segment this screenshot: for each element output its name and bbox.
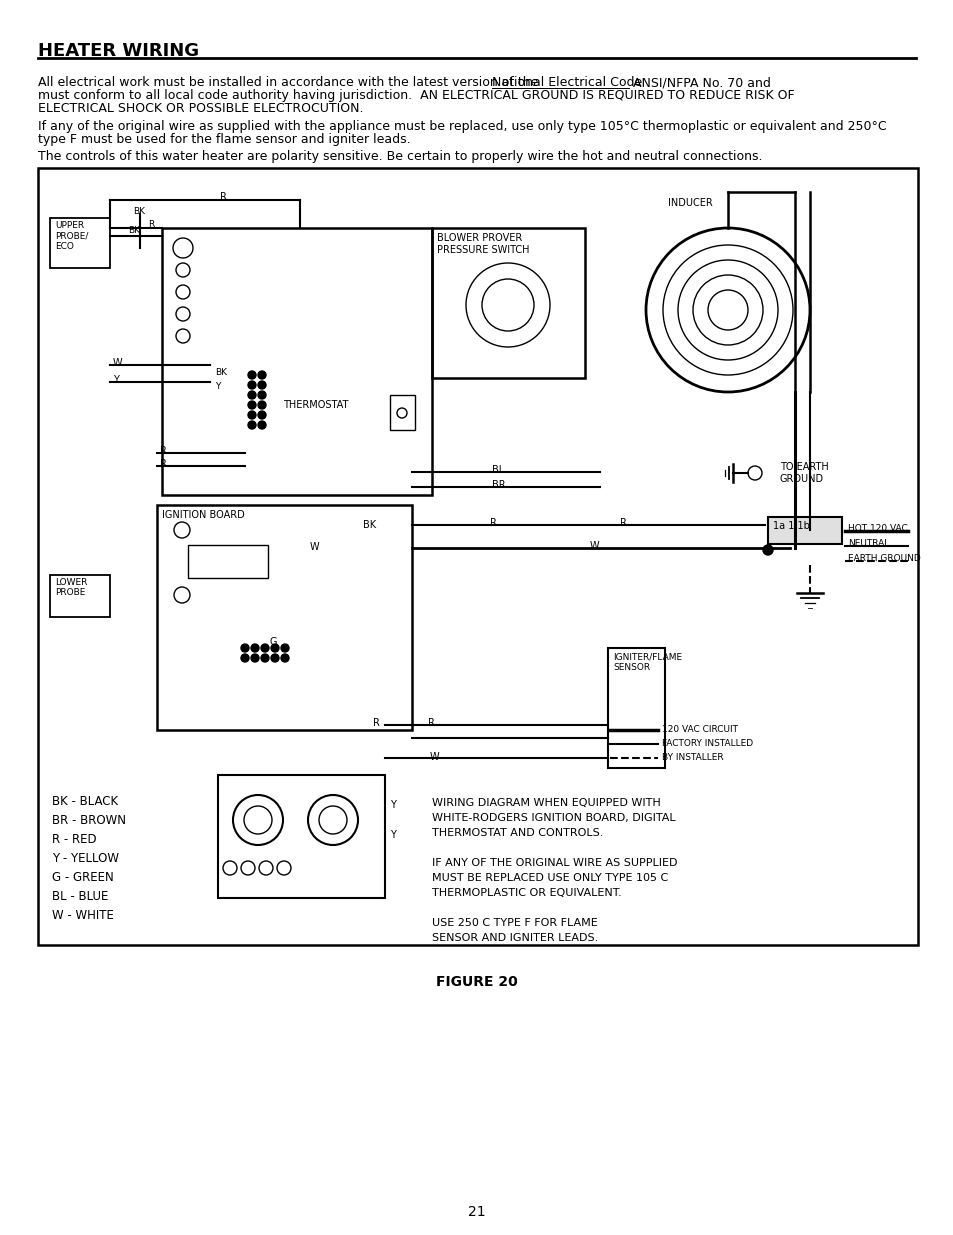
Text: BL - BLUE: BL - BLUE <box>52 890 109 903</box>
Text: W - WHITE: W - WHITE <box>52 909 113 923</box>
Circle shape <box>248 401 255 409</box>
Text: R: R <box>148 220 154 228</box>
Text: ANSI/NFPA No. 70 and: ANSI/NFPA No. 70 and <box>628 77 770 89</box>
Text: BR - BROWN: BR - BROWN <box>52 814 126 827</box>
Circle shape <box>271 643 278 652</box>
Text: IF ANY OF THE ORIGINAL WIRE AS SUPPLIED: IF ANY OF THE ORIGINAL WIRE AS SUPPLIED <box>432 858 677 868</box>
Text: BK - BLACK: BK - BLACK <box>52 795 118 808</box>
Text: FIGURE 20: FIGURE 20 <box>436 974 517 989</box>
Text: LOWER
PROBE: LOWER PROBE <box>55 578 88 598</box>
Text: The controls of this water heater are polarity sensitive. Be certain to properly: The controls of this water heater are po… <box>38 149 761 163</box>
Circle shape <box>257 401 266 409</box>
Text: IGNITION BOARD: IGNITION BOARD <box>162 510 245 520</box>
Text: SENSOR AND IGNITER LEADS.: SENSOR AND IGNITER LEADS. <box>432 932 598 944</box>
Text: THERMOPLASTIC OR EQUIVALENT.: THERMOPLASTIC OR EQUIVALENT. <box>432 888 621 898</box>
Text: BK: BK <box>128 226 140 235</box>
Text: WHITE-RODGERS IGNITION BOARD, DIGITAL: WHITE-RODGERS IGNITION BOARD, DIGITAL <box>432 813 675 823</box>
Text: BLOWER PROVER
PRESSURE SWITCH: BLOWER PROVER PRESSURE SWITCH <box>436 233 529 254</box>
Text: Y: Y <box>390 800 395 810</box>
Circle shape <box>261 655 269 662</box>
Circle shape <box>241 643 249 652</box>
Bar <box>38 168 917 945</box>
Circle shape <box>257 391 266 399</box>
Circle shape <box>762 545 772 555</box>
Text: Y: Y <box>390 830 395 840</box>
Text: THERMOSTAT: THERMOSTAT <box>283 400 348 410</box>
Bar <box>162 228 432 495</box>
Text: R: R <box>373 718 379 727</box>
Text: MUST BE REPLACED USE ONLY TYPE 105 C: MUST BE REPLACED USE ONLY TYPE 105 C <box>432 873 667 883</box>
Circle shape <box>248 421 255 429</box>
Text: BL: BL <box>492 466 504 475</box>
Circle shape <box>248 382 255 389</box>
Text: W: W <box>112 358 123 368</box>
Text: THERMOSTAT AND CONTROLS.: THERMOSTAT AND CONTROLS. <box>432 827 602 839</box>
Bar <box>767 517 841 543</box>
Circle shape <box>257 411 266 419</box>
Text: BY INSTALLER: BY INSTALLER <box>661 753 723 762</box>
Text: INDUCER: INDUCER <box>667 198 712 207</box>
Text: R: R <box>160 459 167 469</box>
Text: HEATER WIRING: HEATER WIRING <box>38 42 199 61</box>
Text: WIRING DIAGRAM WHEN EQUIPPED WITH: WIRING DIAGRAM WHEN EQUIPPED WITH <box>432 798 660 808</box>
Circle shape <box>257 421 266 429</box>
Text: UPPER
PROBE/
ECO: UPPER PROBE/ ECO <box>55 221 89 251</box>
Text: TO EARTH
GROUND: TO EARTH GROUND <box>780 462 828 484</box>
Text: If any of the original wire as supplied with the appliance must be replaced, use: If any of the original wire as supplied … <box>38 120 885 133</box>
Text: W: W <box>430 752 439 762</box>
Circle shape <box>251 643 258 652</box>
Text: BK: BK <box>214 368 227 377</box>
Text: USE 250 C TYPE F FOR FLAME: USE 250 C TYPE F FOR FLAME <box>432 918 598 927</box>
Bar <box>432 228 584 378</box>
Bar <box>157 505 412 730</box>
Circle shape <box>257 382 266 389</box>
Text: FACTORY INSTALLED: FACTORY INSTALLED <box>661 739 752 748</box>
Bar <box>50 219 110 268</box>
Text: ELECTRICAL SHOCK OR POSSIBLE ELECTROCUTION.: ELECTRICAL SHOCK OR POSSIBLE ELECTROCUTI… <box>38 103 363 115</box>
Text: 21: 21 <box>468 1205 485 1219</box>
Text: R: R <box>490 517 497 529</box>
Text: Y: Y <box>214 382 220 391</box>
Text: W: W <box>310 542 319 552</box>
Circle shape <box>248 391 255 399</box>
Circle shape <box>281 643 289 652</box>
Text: Y - YELLOW: Y - YELLOW <box>52 852 119 864</box>
Text: BK: BK <box>363 520 375 530</box>
Text: IGNITER/FLAME
SENSOR: IGNITER/FLAME SENSOR <box>613 653 681 672</box>
Circle shape <box>241 655 249 662</box>
Bar <box>390 395 415 430</box>
Text: National Electrical Code: National Electrical Code <box>492 77 641 89</box>
Text: R: R <box>619 517 626 529</box>
Text: G - GREEN: G - GREEN <box>52 871 113 884</box>
Text: R: R <box>160 446 167 456</box>
Text: NEUTRAL: NEUTRAL <box>847 538 888 548</box>
Text: W: W <box>589 541 599 551</box>
Text: 120 VAC CIRCUIT: 120 VAC CIRCUIT <box>661 725 738 734</box>
Text: R: R <box>220 191 227 203</box>
Circle shape <box>281 655 289 662</box>
Text: type F must be used for the flame sensor and igniter leads.: type F must be used for the flame sensor… <box>38 133 410 146</box>
Circle shape <box>248 370 255 379</box>
Text: BK: BK <box>132 207 145 216</box>
Text: Y: Y <box>112 375 119 385</box>
Text: BR: BR <box>492 480 505 490</box>
Circle shape <box>271 655 278 662</box>
Circle shape <box>261 643 269 652</box>
Bar <box>50 576 110 618</box>
Text: G: G <box>270 637 277 647</box>
Text: must conform to all local code authority having jurisdiction.  AN ELECTRICAL GRO: must conform to all local code authority… <box>38 89 794 103</box>
Circle shape <box>257 370 266 379</box>
Text: 1a 1 1b: 1a 1 1b <box>772 521 809 531</box>
Circle shape <box>248 411 255 419</box>
Text: R - RED: R - RED <box>52 832 96 846</box>
Text: EARTH GROUND: EARTH GROUND <box>847 555 920 563</box>
Circle shape <box>251 655 258 662</box>
Bar <box>218 776 385 898</box>
Text: HOT 120 VAC: HOT 120 VAC <box>847 524 907 534</box>
Bar <box>607 648 664 768</box>
Bar <box>188 545 268 578</box>
Text: R: R <box>428 718 435 727</box>
Text: All electrical work must be installed in accordance with the latest version of t: All electrical work must be installed in… <box>38 77 542 89</box>
